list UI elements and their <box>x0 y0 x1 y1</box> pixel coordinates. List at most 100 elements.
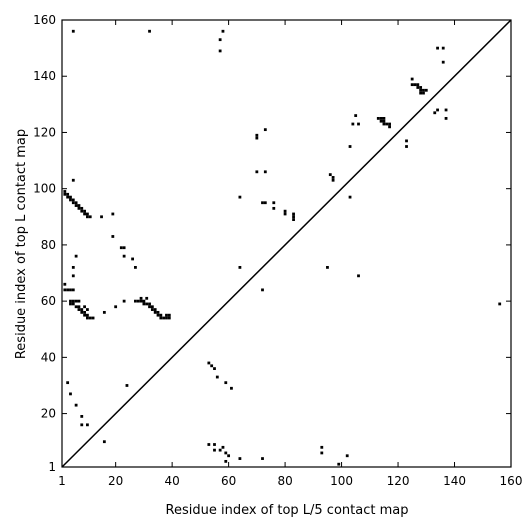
contact-point <box>165 316 168 320</box>
contact-point <box>88 215 92 219</box>
contact-point <box>357 274 360 278</box>
contact-point <box>272 201 276 205</box>
contact-point <box>153 310 157 314</box>
contact-point <box>153 308 157 311</box>
contact-point <box>102 440 106 444</box>
contact-point <box>345 454 349 458</box>
contact-point <box>125 384 129 387</box>
contact-point <box>71 201 75 205</box>
contact-point <box>238 457 242 460</box>
contact-point <box>131 257 134 261</box>
contact-point <box>114 305 118 309</box>
contact-point <box>77 305 81 309</box>
contact-point <box>71 288 75 292</box>
contact-point <box>66 195 70 199</box>
contact-point <box>422 91 425 95</box>
contact-point <box>320 451 324 455</box>
contact-point <box>331 176 335 179</box>
contact-point <box>63 288 67 292</box>
contact-point <box>86 212 89 216</box>
contact-point <box>142 302 146 306</box>
contact-point <box>80 423 84 427</box>
contact-point <box>207 361 211 365</box>
x-tick-label: 1 <box>58 474 66 488</box>
contact-point <box>292 215 295 219</box>
contact-point <box>74 201 78 205</box>
contact-point <box>139 299 143 303</box>
contact-point <box>83 212 86 216</box>
contact-point <box>382 116 386 120</box>
contact-point <box>405 145 408 148</box>
contact-point <box>419 88 423 92</box>
x-axis-label: Residue index of top L/5 contact map <box>166 503 409 518</box>
contact-point <box>261 457 264 460</box>
contact-point <box>69 392 72 396</box>
contact-point <box>221 29 225 33</box>
contact-point <box>354 114 358 117</box>
contact-point <box>69 299 72 303</box>
contact-point <box>71 178 75 182</box>
contact-point <box>405 139 408 143</box>
y-tick-label: 100 <box>33 182 56 196</box>
contact-point <box>263 128 267 132</box>
contact-point <box>424 88 428 92</box>
x-tick-label: 60 <box>221 474 236 488</box>
x-tick-label: 80 <box>277 474 292 488</box>
contact-point <box>255 133 259 137</box>
x-tick-label: 40 <box>164 474 179 488</box>
contact-point <box>119 246 123 250</box>
contact-point <box>419 91 423 95</box>
contact-point <box>224 459 228 463</box>
contact-point <box>416 83 420 87</box>
contact-point <box>136 299 140 303</box>
x-tick-label: 20 <box>108 474 123 488</box>
contact-point <box>357 122 360 126</box>
contact-point <box>410 77 414 81</box>
contact-point <box>213 448 216 452</box>
contact-point <box>328 173 332 177</box>
contact-point <box>63 282 67 286</box>
contact-point <box>422 88 425 92</box>
x-tick-label: 140 <box>443 474 466 488</box>
contact-point <box>444 116 448 120</box>
contact-point <box>134 299 137 303</box>
contact-point <box>388 122 391 126</box>
contact-point <box>71 274 75 278</box>
y-tick-label: 20 <box>41 407 56 421</box>
contact-point <box>91 316 95 320</box>
contact-point <box>218 49 222 53</box>
contact-point <box>111 212 115 216</box>
contact-point <box>80 206 84 210</box>
contact-point <box>159 316 163 320</box>
contact-point <box>419 86 423 89</box>
contact-point <box>66 381 70 385</box>
y-tick-label: 60 <box>41 294 56 308</box>
contact-point <box>145 302 149 306</box>
contact-point <box>283 209 287 213</box>
contact-point <box>444 108 448 112</box>
contact-point <box>150 305 154 309</box>
contact-point <box>71 265 75 269</box>
contact-point <box>283 212 287 216</box>
contact-point <box>122 254 126 258</box>
contact-point <box>215 375 219 379</box>
contact-point <box>86 215 89 219</box>
contact-point <box>77 299 81 303</box>
contact-point <box>86 313 89 317</box>
contact-point <box>416 86 420 89</box>
y-axis-label: Residue index of top L contact map <box>14 129 29 359</box>
contact-point <box>348 145 352 148</box>
contact-point <box>382 122 386 126</box>
contact-point <box>261 288 264 292</box>
contact-point <box>86 316 89 320</box>
contact-point <box>210 364 214 368</box>
contact-point <box>74 204 78 207</box>
y-tick-label: 160 <box>33 13 56 27</box>
contact-point <box>272 206 276 210</box>
contact-point <box>207 443 211 446</box>
contact-point <box>379 116 383 120</box>
contact-point <box>167 313 171 317</box>
contact-point <box>69 302 72 306</box>
contact-point <box>74 254 78 258</box>
